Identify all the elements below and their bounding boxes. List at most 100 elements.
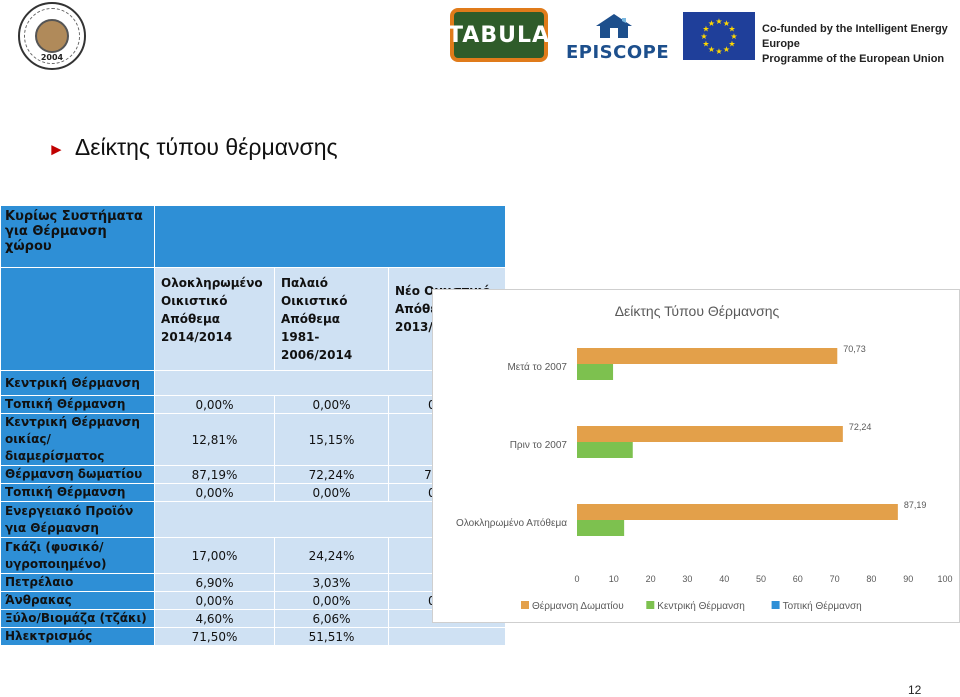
legend-label: Τοπική Θέρμανση <box>783 600 862 612</box>
row-label: Ξύλο/Βιομάζα (τζάκι) <box>0 609 155 628</box>
table-cell: 0,00% <box>154 395 275 414</box>
header-empty-cell <box>0 267 155 371</box>
x-tick-label: 30 <box>682 574 692 584</box>
eu-text-line2: Programme of the European Union <box>762 53 945 65</box>
row-label: Πετρέλαιο <box>0 573 155 592</box>
logo-year: 2004 <box>40 53 64 62</box>
data-label: 70,73 <box>843 344 866 354</box>
eu-star-icon: ★ <box>708 19 715 28</box>
table-row: Ενεργειακό Προϊόν για Θέρμανση <box>0 501 506 538</box>
table-cell: 51,51% <box>274 627 389 646</box>
row-label: Γκάζι (φυσικό/υγροποιημένο) <box>0 537 155 574</box>
table-cell: 6,06% <box>274 609 389 628</box>
column-header: Παλαιό Οικιστικό Απόθεμα 1981-2006/2014 <box>274 267 389 371</box>
eu-star-icon: ★ <box>702 25 709 34</box>
table-row: Άνθρακας 0,00% 0,00% 0,00% <box>0 591 506 610</box>
bullet-arrow-icon: ► <box>48 140 65 159</box>
row-label: Ηλεκτρισμός <box>0 627 155 646</box>
table-row: Τοπική Θέρμανση 0,00% 0,00% 0,00% <box>0 483 506 502</box>
logo-ring <box>24 8 80 64</box>
table-cell: 15,15% <box>274 413 389 466</box>
table-cell: 24,24% <box>274 537 389 574</box>
eu-stars-icon: ★★★★★★★★★ ★ ★★ <box>700 17 737 56</box>
eu-flag: ★ ★ ★ ★ ★ ★ ★ ★ ★ ★ ★ ★ <box>683 12 755 60</box>
x-tick-label: 20 <box>646 574 656 584</box>
row-label: Κεντρική Θέρμανση <box>0 370 155 396</box>
eu-star-icon: ★ <box>728 40 735 49</box>
table-cell <box>388 627 506 646</box>
x-tick-label: 0 <box>574 574 579 584</box>
eu-star-icon: ★ <box>723 45 730 54</box>
heating-type-chart: Δείκτης Τύπου Θέρμανσης Μετά το 2007 70,73… <box>432 289 960 623</box>
table-cell: 0,00% <box>274 395 389 414</box>
episcope-logo-text: EPISCOPE <box>566 42 670 63</box>
legend-label: Κεντρική Θέρμανση <box>657 600 745 612</box>
tabula-logo: TABULA <box>448 8 549 62</box>
data-label: 72,24 <box>849 422 872 432</box>
table-row: Θέρμανση δωματίου 87,19% 72,24% 70,73% <box>0 465 506 484</box>
eu-star-icon: ★ <box>730 32 737 41</box>
eu-star-icon: ★ <box>700 32 707 41</box>
table-row: Τοπική Θέρμανση 0,00% 0,00% 0,00% <box>0 395 506 414</box>
table-cell: 6,90% <box>154 573 275 592</box>
category-label: Μετά το 2007 <box>507 361 567 373</box>
eu-star-icon: ★ <box>702 40 709 49</box>
table-row: Ηλεκτρισμός 71,50% 51,51% <box>0 627 506 646</box>
chart-bar <box>577 426 843 442</box>
table-header-row: Ολοκληρωμένο Οικιστικό Απόθεμα 2014/2014… <box>0 267 506 371</box>
row-label: Τοπική Θέρμανση <box>0 395 155 414</box>
heating-systems-table: Κυρίως Συστήματα για Θέρμανση χώρου Ολοκ… <box>0 205 506 646</box>
legend-swatch <box>521 601 529 609</box>
university-logo: 2004 <box>18 2 86 70</box>
x-tick-label: 50 <box>756 574 766 584</box>
row-label: Κεντρική Θέρμανση οικίας/διαμερίσματος <box>0 413 155 466</box>
chart-bar <box>577 348 838 364</box>
chart-bar <box>577 520 625 536</box>
row-label: Θέρμανση δωματίου <box>0 465 155 484</box>
eu-star-icon: ★ <box>715 17 722 26</box>
category-label: Πριν το 2007 <box>510 440 568 451</box>
x-tick-label: 60 <box>793 574 803 584</box>
table-row: Ξύλο/Βιομάζα (τζάκι) 4,60% 6,06% <box>0 609 506 628</box>
heading-text: Δείκτης τύπου θέρμανσης <box>74 134 338 160</box>
row-label: Τοπική Θέρμανση <box>0 483 155 502</box>
legend-swatch <box>646 601 655 609</box>
x-tick-label: 90 <box>903 574 913 584</box>
legend-swatch <box>771 601 780 609</box>
table-cell: 0,00% <box>154 483 275 502</box>
episcope-logo: EPISCOPE <box>566 12 670 63</box>
house-icon <box>596 14 632 38</box>
table-row: Κεντρική Θέρμανση <box>0 370 506 396</box>
table-row: Πετρέλαιο 6,90% 3,03% <box>0 573 506 592</box>
chart-bar <box>577 442 633 458</box>
table-cell: 0,00% <box>274 591 389 610</box>
table-cell: 12,81% <box>154 413 275 466</box>
category-label: Ολοκληρωμένο Απόθεμα <box>456 517 567 529</box>
x-tick-label: 40 <box>719 574 729 584</box>
table-cell: 3,03% <box>274 573 389 592</box>
table-title-spacer <box>154 205 506 268</box>
page-number: 12 <box>908 683 922 697</box>
table-cell: 4,60% <box>154 609 275 628</box>
slide-heading: ► Δείκτης τύπου θέρμανσης <box>48 134 338 161</box>
column-header: Ολοκληρωμένο Οικιστικό Απόθεμα 2014/2014 <box>154 267 275 371</box>
table-row: Γκάζι (φυσικό/υγροποιημένο) 17,00% 24,24… <box>0 537 506 574</box>
table-title: Κυρίως Συστήματα για Θέρμανση χώρου <box>0 205 155 268</box>
chart-svg: Δείκτης Τύπου Θέρμανσης Μετά το 2007 70,73… <box>456 303 952 612</box>
table-cell: 17,00% <box>154 537 275 574</box>
table-cell: 0,00% <box>154 591 275 610</box>
x-tick-label: 10 <box>609 574 619 584</box>
x-tick-label: 100 <box>937 574 952 584</box>
table-title-row: Κυρίως Συστήματα για Θέρμανση χώρου <box>0 205 506 268</box>
chart-bar <box>577 364 614 380</box>
x-tick-label: 80 <box>866 574 876 584</box>
eu-star-icon: ★ <box>728 25 735 34</box>
table-cell: 71,50% <box>154 627 275 646</box>
eu-star-icon: ★ <box>723 19 730 28</box>
chart-bar <box>577 504 898 520</box>
table-cell: 87,19% <box>154 465 275 484</box>
tabula-logo-text: TABULA <box>448 12 549 58</box>
data-label: 87,19 <box>904 500 927 510</box>
eu-star-icon: ★ <box>715 47 722 56</box>
eu-text-line1: Co-funded by the Intelligent Energy Euro… <box>762 23 948 50</box>
